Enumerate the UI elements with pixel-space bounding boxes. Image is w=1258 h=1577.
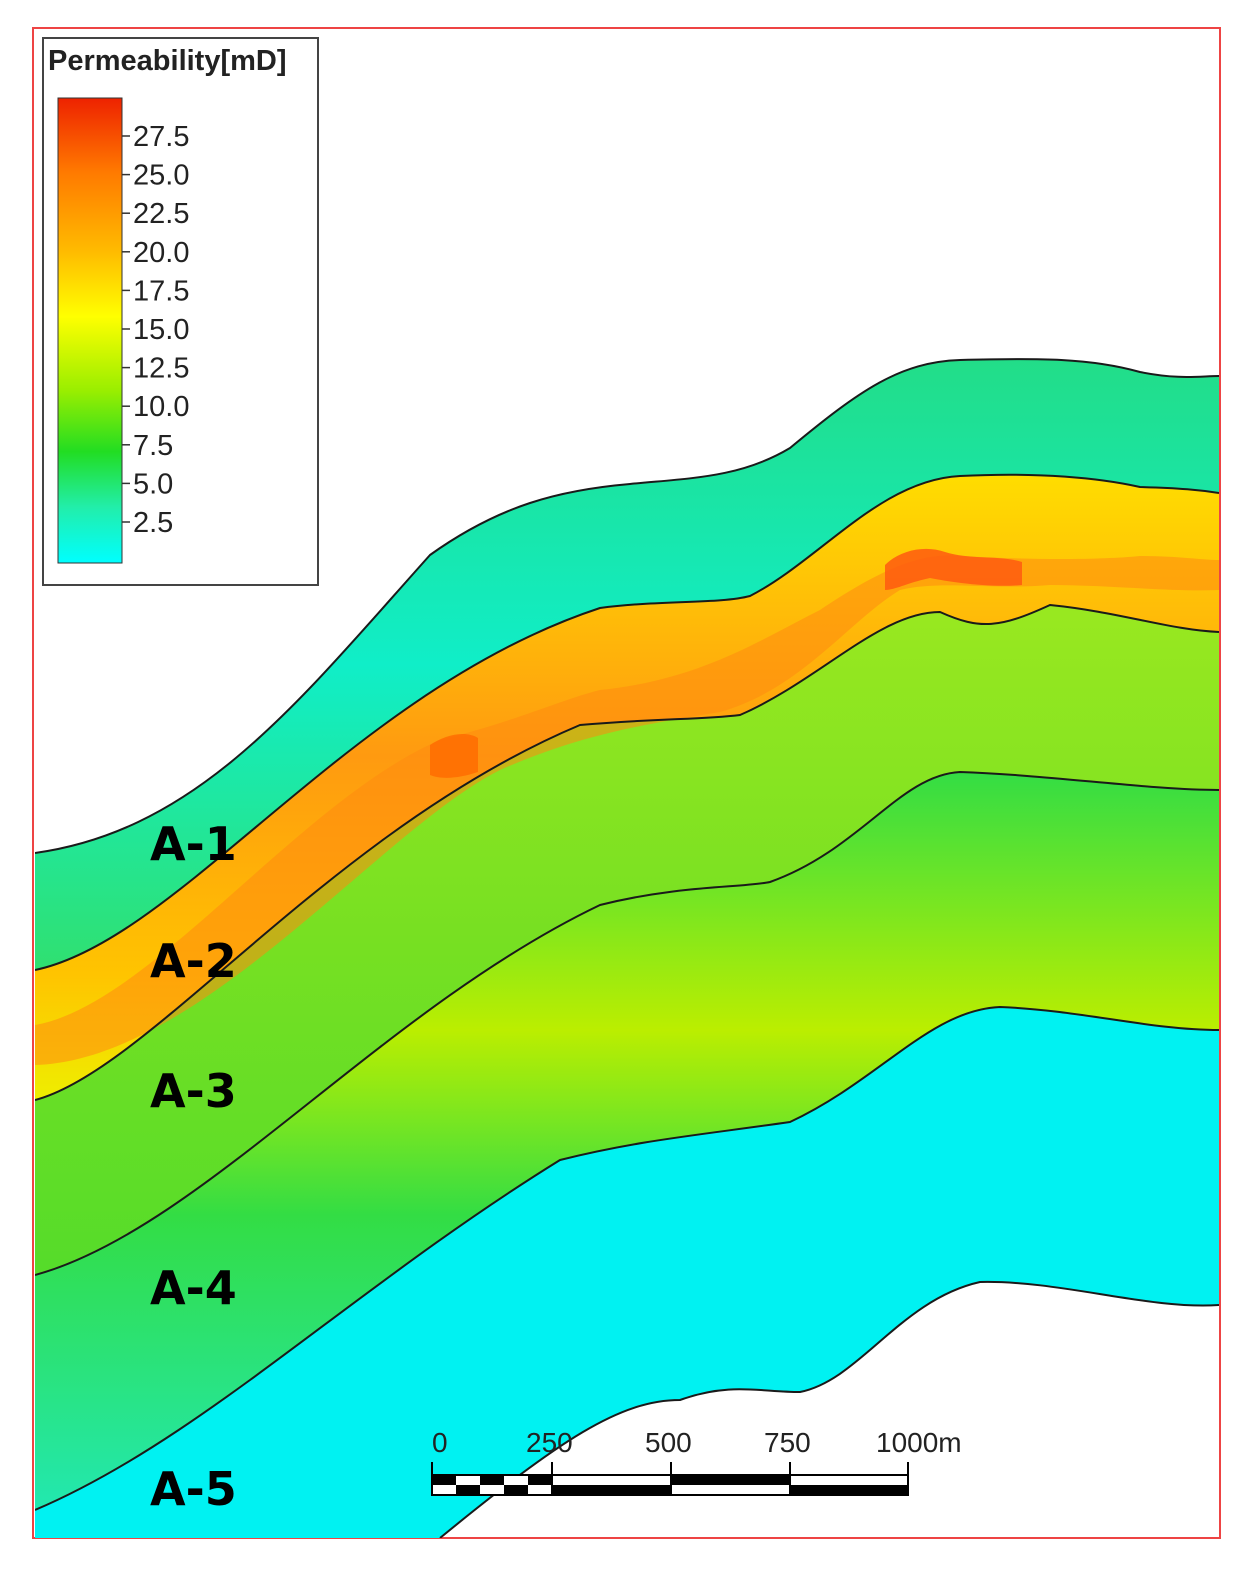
horizon-a4-a5	[35, 1005, 1219, 1511]
legend-tick-label: 7.5	[133, 430, 173, 462]
legend-tick-label: 25.0	[133, 160, 189, 192]
max-perm-spot	[885, 548, 1022, 590]
legend-tick-label: 22.5	[133, 198, 189, 230]
legend-tick-label: 12.5	[133, 353, 189, 385]
layer-label-a4: A-4	[150, 1261, 237, 1315]
legend-tick-label: 5.0	[133, 468, 173, 500]
scale-seg-3	[480, 1475, 504, 1485]
horizon-top	[35, 358, 1219, 854]
scale-bar-labels: 0 250 500 750 1000m	[432, 1427, 962, 1458]
scale-seg-1	[432, 1475, 456, 1485]
scale-seg-7	[671, 1475, 790, 1485]
legend-tick-label: 15.0	[133, 314, 189, 346]
legend-color-bar	[57, 97, 123, 564]
legend-tick-label: 20.0	[133, 237, 189, 269]
legend-title: Permeability[mD]	[48, 45, 287, 77]
scale-seg-5	[528, 1475, 552, 1485]
max-perm-spot-2	[430, 734, 478, 778]
scale-bar-label: 0	[432, 1427, 448, 1458]
horizon-a3-a4	[35, 770, 1219, 1276]
layer-a5-region	[35, 1007, 1219, 1538]
legend-ticks: 27.5 25.0 22.5 20.0 17.5 15.0 12.5 10.0 7.5 5.0 2.…	[122, 121, 189, 539]
layer-a3-region	[35, 605, 1219, 1275]
scale-bar-label: 250	[526, 1427, 573, 1458]
layer-label-a1: A-1	[150, 817, 237, 871]
high-perm-streak	[35, 555, 1219, 1065]
horizon-a2-a3	[35, 603, 1219, 1101]
scale-bar-ticks	[431, 1462, 909, 1495]
layer-label-a2: A-2	[150, 934, 237, 988]
legend-tick-label: 10.0	[133, 391, 189, 423]
scale-bar: 0 250 500 750 1000m	[431, 1427, 962, 1496]
horizon-a1-a2	[35, 473, 1219, 971]
scale-bar-label: 500	[645, 1427, 692, 1458]
layer-label-a3: A-3	[150, 1064, 237, 1118]
horizon-base	[439, 1280, 1219, 1538]
scale-seg-6	[552, 1485, 671, 1495]
legend: Permeability[mD] 27.5 25.0 22.5 20.0 17.5 15.…	[42, 37, 319, 586]
layer-a2-region	[35, 474, 1219, 1100]
layer-label-a5: A-5	[150, 1462, 237, 1516]
layer-a4-region	[35, 772, 1219, 1510]
legend-tick-label: 2.5	[133, 507, 173, 539]
scale-seg-2	[456, 1485, 480, 1495]
scale-bar-label: 750	[764, 1427, 811, 1458]
scale-seg-8	[790, 1485, 908, 1495]
legend-tick-label: 17.5	[133, 275, 189, 307]
cross-section	[35, 358, 1219, 1538]
scale-seg-4	[504, 1485, 528, 1495]
legend-tick-label: 27.5	[133, 121, 189, 153]
scale-bar-label: 1000m	[876, 1427, 962, 1458]
